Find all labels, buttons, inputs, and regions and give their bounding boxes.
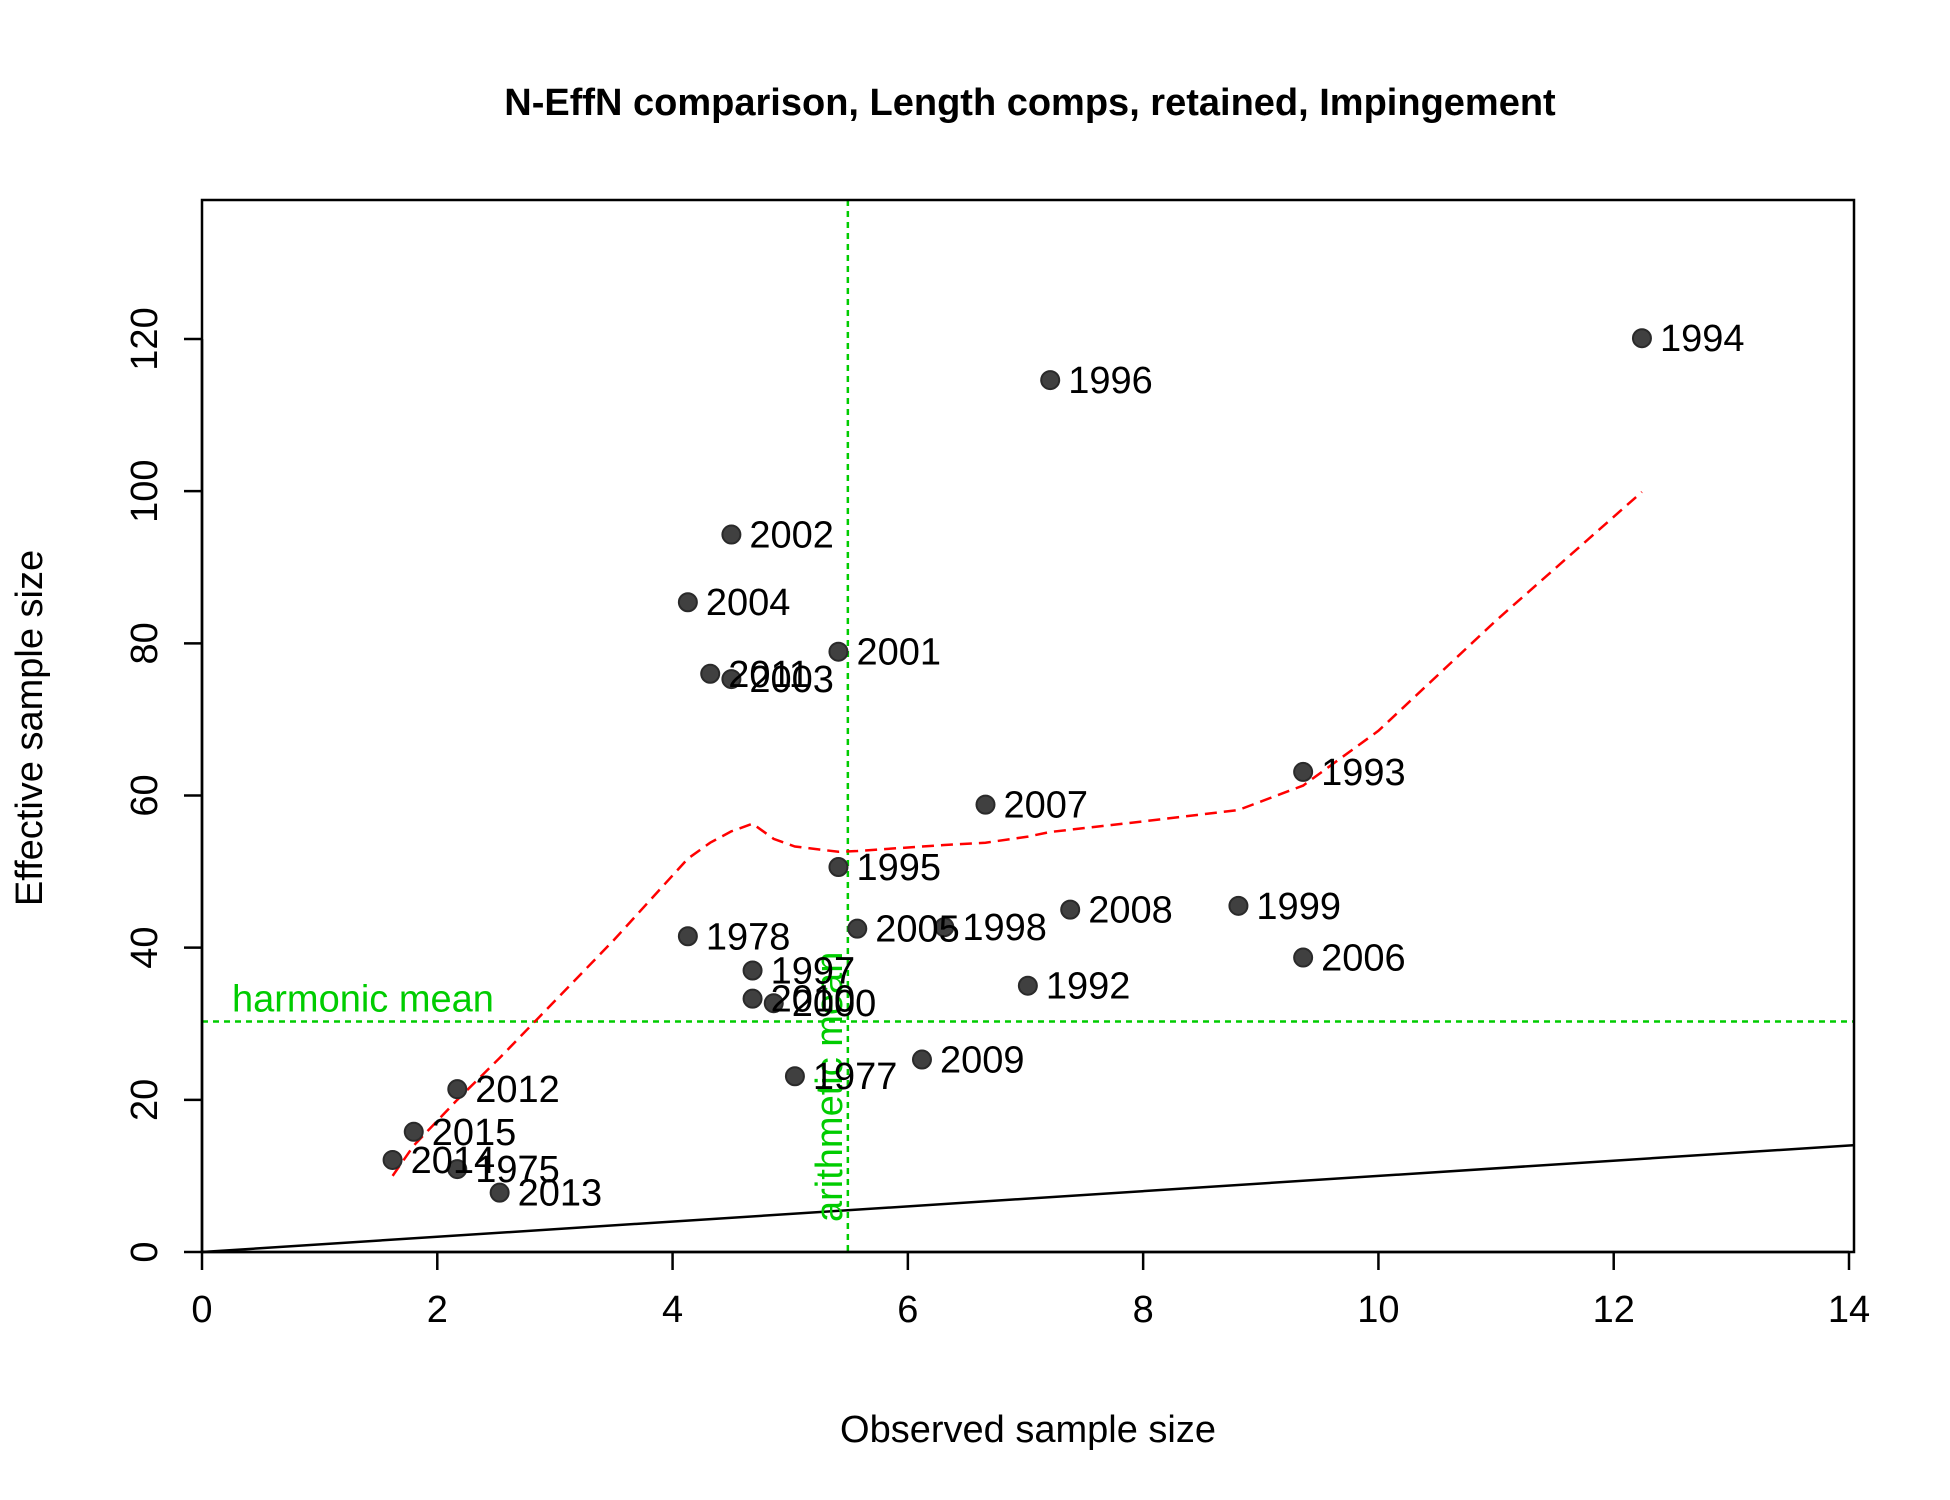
- x-tick-label: 14: [1828, 1289, 1870, 1331]
- data-point: [1293, 947, 1314, 968]
- data-point: [1228, 895, 1249, 916]
- point-label: 2006: [1321, 938, 1406, 980]
- point-label: 2004: [706, 582, 791, 624]
- point-label: 1994: [1660, 318, 1745, 360]
- data-point: [1017, 975, 1038, 996]
- point-label: 2003: [749, 659, 834, 701]
- data-point: [382, 1149, 403, 1170]
- point-label: 2014: [411, 1140, 496, 1182]
- harmonic-mean-label: harmonic mean: [232, 978, 494, 1020]
- x-axis-title: Observed sample size: [840, 1409, 1216, 1451]
- data-point: [1060, 899, 1081, 920]
- point-label: 1992: [1046, 966, 1131, 1008]
- point-label: 2008: [1088, 890, 1173, 932]
- data-point: [1293, 761, 1314, 782]
- data-point: [828, 857, 849, 878]
- x-tick-label: 0: [191, 1289, 212, 1331]
- data-point: [1040, 370, 1061, 391]
- x-axis: 0 2 4 6 8 10 12 14: [191, 1250, 1870, 1331]
- point-label: 2001: [856, 632, 941, 674]
- data-point: [742, 988, 763, 1009]
- data-point: [847, 918, 868, 939]
- one-to-one-line: [201, 1143, 1855, 1254]
- y-tick-label: 100: [124, 459, 166, 522]
- point-label: 2012: [475, 1069, 560, 1111]
- y-tick-label: 60: [124, 774, 166, 816]
- x-tick-label: 10: [1357, 1289, 1399, 1331]
- y-axis-title: Effective sample size: [9, 550, 51, 906]
- smoother-line: [391, 490, 1643, 1177]
- data-point: [677, 926, 698, 947]
- point-label: 1999: [1256, 886, 1341, 928]
- point-label: 1975: [475, 1149, 560, 1191]
- data-point: [489, 1182, 510, 1203]
- data-point: [403, 1121, 424, 1142]
- point-label: 2009: [940, 1040, 1025, 1082]
- data-point: [763, 993, 784, 1014]
- point-label: 1977: [813, 1056, 898, 1098]
- x-tick-label: 8: [1133, 1289, 1154, 1331]
- data-point: [447, 1079, 468, 1100]
- x-tick-label: 6: [897, 1289, 918, 1331]
- point-label: 2005: [875, 909, 960, 951]
- point-label: 2002: [749, 515, 834, 557]
- arithmetic-mean-label: arithmetic mean: [809, 952, 851, 1222]
- point-label: 2007: [1004, 785, 1089, 827]
- data-point: [975, 794, 996, 815]
- point-label: 2011: [728, 654, 810, 696]
- point-label: 2010: [771, 979, 856, 1021]
- point-label: 2013: [518, 1173, 603, 1215]
- data-point: [677, 592, 698, 613]
- y-tick-label: 40: [124, 927, 166, 969]
- data-point: [700, 663, 721, 684]
- x-tick-label: 4: [662, 1289, 683, 1331]
- data-point: [784, 1066, 805, 1087]
- data-point: [721, 669, 742, 690]
- y-tick-label: 20: [124, 1079, 166, 1121]
- point-label: 1997: [771, 950, 856, 992]
- point-label: 1996: [1068, 360, 1153, 402]
- point-label: 2015: [432, 1112, 517, 1154]
- y-tick-label: 80: [124, 622, 166, 664]
- data-point: [828, 641, 849, 662]
- data-point: [742, 960, 763, 981]
- data-point: [911, 1049, 932, 1070]
- data-point: [721, 524, 742, 545]
- point-label: 2000: [792, 983, 877, 1025]
- x-tick-label: 2: [427, 1289, 448, 1331]
- data-point: [447, 1159, 468, 1180]
- y-tick-label: 120: [124, 307, 166, 370]
- y-tick-label: 0: [124, 1241, 166, 1262]
- point-label: 1978: [706, 916, 791, 958]
- point-label: 1998: [962, 907, 1047, 949]
- chart-title: N-EffN comparison, Length comps, retaine…: [504, 82, 1556, 124]
- x-tick-label: 12: [1593, 1289, 1635, 1331]
- y-axis: 0 20 40 60 80 100 120: [124, 307, 204, 1263]
- data-point: [934, 917, 955, 938]
- point-label: 1993: [1321, 752, 1406, 794]
- data-point: [1631, 328, 1652, 349]
- point-label: 1995: [856, 847, 941, 889]
